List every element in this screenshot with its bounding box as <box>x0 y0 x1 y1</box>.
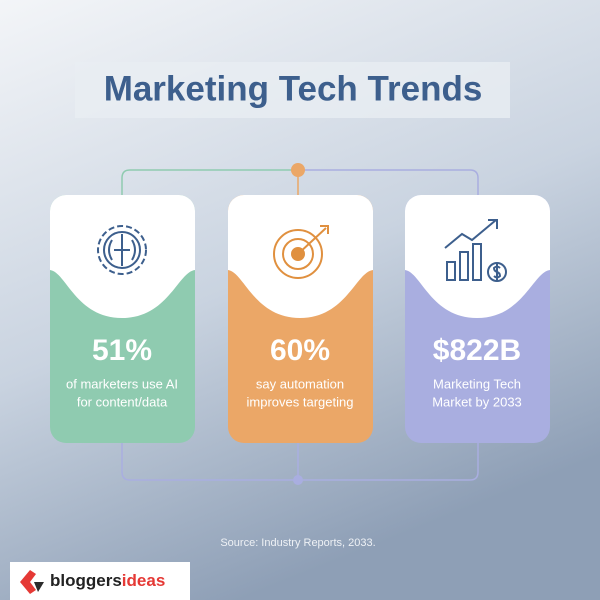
description: say automation <box>256 376 344 391</box>
brain-gear-icon <box>97 225 147 275</box>
logo-text: bloggersideas <box>50 571 165 590</box>
source: Source: Industry Reports, 2033. <box>220 537 375 549</box>
logo-mark <box>34 582 44 592</box>
description: improves targeting <box>247 394 354 409</box>
description: Marketing Tech <box>433 376 521 391</box>
title: Marketing Tech Trends <box>104 69 483 108</box>
description: of marketers use AI <box>66 376 178 391</box>
description: for content/data <box>77 394 168 409</box>
target-icon <box>273 225 329 279</box>
growth-icon <box>444 219 507 282</box>
stat: $822B <box>433 334 521 367</box>
connector-dot <box>293 475 303 485</box>
connector-dot <box>291 163 305 177</box>
logo-box <box>10 562 190 600</box>
stat: 51% <box>92 334 152 367</box>
title-band <box>75 62 510 118</box>
logo-part: bloggers <box>50 571 122 590</box>
logo-mark <box>20 570 36 594</box>
logo-part: ideas <box>122 571 165 590</box>
description: Market by 2033 <box>432 394 522 409</box>
stat: 60% <box>270 334 330 367</box>
